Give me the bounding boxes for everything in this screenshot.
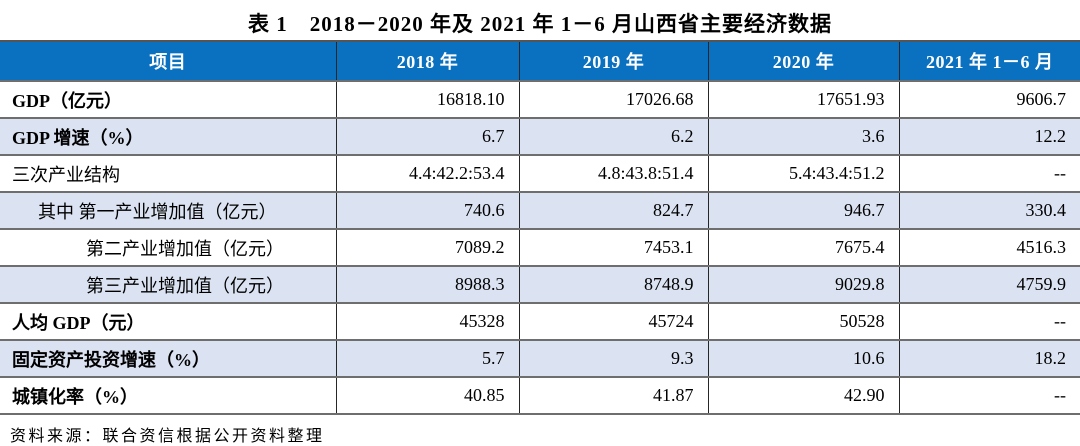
source-note: 资料来源：联合资信根据公开资料整理	[10, 428, 325, 445]
cell-value: --	[898, 155, 1080, 193]
table-row: 三次产业结构 4.4:42.2:53.4 4.8:43.8:51.4 5.4:43.4…	[0, 155, 1080, 193]
table-body: GDP（亿元） 16818.10 17026.68 17651.93 9606.7 GDP…	[0, 81, 1080, 415]
cell-value: 5.7	[335, 340, 519, 378]
table-row: 第三产业增加值（亿元） 8988.3 8748.9 9029.8 4759.9	[0, 266, 1080, 304]
cell-value: 45328	[335, 303, 519, 341]
table-header: 项目 2018 年 2019 年 2020 年 2021 年 1－6 月	[0, 40, 1080, 82]
cell-value: 7453.1	[518, 229, 708, 267]
table-title: 表 1 2018－2020 年及 2021 年 1－6 月山西省主要经济数据	[248, 12, 832, 36]
cell-value: 824.7	[518, 192, 708, 230]
cell-value: --	[898, 377, 1080, 415]
cell-value: 17651.93	[707, 81, 899, 119]
cell-value: 16818.10	[335, 81, 519, 119]
cell-value: 40.85	[335, 377, 519, 415]
column-header: 2020 年	[707, 40, 899, 82]
row-label: 固定资产投资增速（%）	[0, 340, 336, 378]
cell-value: 9029.8	[707, 266, 899, 304]
row-label: 人均 GDP（元）	[0, 303, 336, 341]
cell-value: 45724	[518, 303, 708, 341]
cell-value: 4759.9	[898, 266, 1080, 304]
cell-value: 9606.7	[898, 81, 1080, 119]
cell-value: 42.90	[707, 377, 899, 415]
row-label: GDP 增速（%）	[0, 118, 336, 156]
cell-value: 9.3	[518, 340, 708, 378]
cell-value: 5.4:43.4:51.2	[707, 155, 899, 193]
cell-value: 10.6	[707, 340, 899, 378]
cell-value: 17026.68	[518, 81, 708, 119]
column-header: 2021 年 1－6 月	[898, 40, 1080, 82]
cell-value: 8988.3	[335, 266, 519, 304]
row-label: GDP（亿元）	[0, 81, 336, 119]
table-row: 第二产业增加值（亿元） 7089.2 7453.1 7675.4 4516.3	[0, 229, 1080, 267]
row-label: 第二产业增加值（亿元）	[0, 229, 336, 267]
cell-value: 7089.2	[335, 229, 519, 267]
column-header: 2019 年	[518, 40, 708, 82]
cell-value: 6.2	[518, 118, 708, 156]
cell-value: 740.6	[335, 192, 519, 230]
row-label: 其中 第一产业增加值（亿元）	[0, 192, 336, 230]
cell-value: 7675.4	[707, 229, 899, 267]
table-row: GDP（亿元） 16818.10 17026.68 17651.93 9606.7	[0, 81, 1080, 119]
cell-value: 4.8:43.8:51.4	[518, 155, 708, 193]
cell-value: 18.2	[898, 340, 1080, 378]
cell-value: 3.6	[707, 118, 899, 156]
row-label: 三次产业结构	[0, 155, 336, 193]
column-header: 2018 年	[335, 40, 519, 82]
cell-value: 8748.9	[518, 266, 708, 304]
cell-value: --	[898, 303, 1080, 341]
header-row: 项目 2018 年 2019 年 2020 年 2021 年 1－6 月	[0, 40, 1080, 82]
column-header: 项目	[0, 40, 336, 82]
table-row: 人均 GDP（元） 45328 45724 50528 --	[0, 303, 1080, 341]
cell-value: 6.7	[335, 118, 519, 156]
cell-value: 12.2	[898, 118, 1080, 156]
table-row: 固定资产投资增速（%） 5.7 9.3 10.6 18.2	[0, 340, 1080, 378]
row-label: 第三产业增加值（亿元）	[0, 266, 336, 304]
cell-value: 4.4:42.2:53.4	[335, 155, 519, 193]
row-label: 城镇化率（%）	[0, 377, 336, 415]
table-row: GDP 增速（%） 6.7 6.2 3.6 12.2	[0, 118, 1080, 156]
cell-value: 4516.3	[898, 229, 1080, 267]
table-row: 其中 第一产业增加值（亿元） 740.6 824.7 946.7 330.4	[0, 192, 1080, 230]
economic-data-table: 项目 2018 年 2019 年 2020 年 2021 年 1－6 月 GDP（亿元）…	[0, 40, 1080, 415]
cell-value: 330.4	[898, 192, 1080, 230]
table-row: 城镇化率（%） 40.85 41.87 42.90 --	[0, 377, 1080, 415]
cell-value: 50528	[707, 303, 899, 341]
cell-value: 41.87	[518, 377, 708, 415]
cell-value: 946.7	[707, 192, 899, 230]
